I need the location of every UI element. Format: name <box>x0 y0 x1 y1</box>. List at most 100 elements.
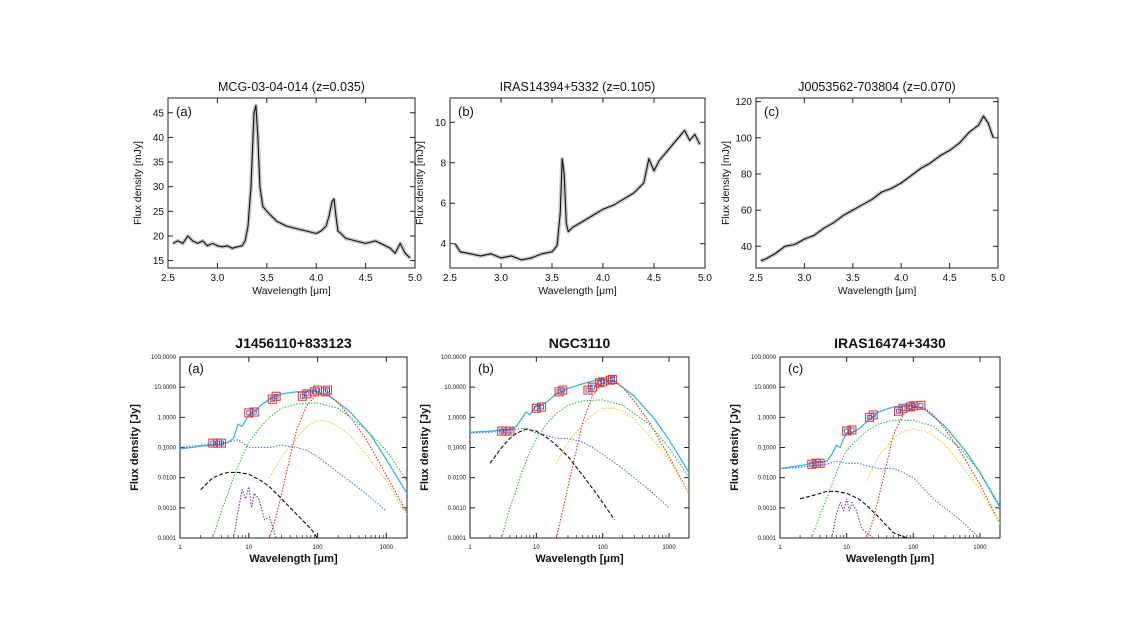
model-photometry-point <box>539 404 544 410</box>
x-axis-label: Wavelength [μm] <box>252 285 331 297</box>
y-tick-label: 0.0100 <box>158 476 177 482</box>
observed-photometry-point <box>847 425 857 435</box>
observed-photometry-point <box>271 391 281 401</box>
x-tick-label: 4.0 <box>309 273 323 284</box>
y-tick-label: 10.0000 <box>154 385 176 391</box>
observed-photometry-point <box>898 403 908 413</box>
x-tick-label: 10 <box>245 545 252 551</box>
x-tick-label: 4.5 <box>943 273 957 284</box>
observed-photometry-point <box>607 374 617 384</box>
model-photometry-point <box>219 440 224 446</box>
x-axis-label: Wavelength [μm] <box>538 285 617 297</box>
panel-label: (b) <box>458 104 474 119</box>
x-tick-label: 3.0 <box>797 273 811 284</box>
model-photometry-point <box>325 387 330 393</box>
sed-model-line <box>831 498 874 539</box>
observed-photometry-point <box>868 410 878 420</box>
panel-label: (a) <box>176 104 192 119</box>
observed-photometry-point <box>905 402 915 412</box>
observed-photometry-point <box>815 458 825 468</box>
y-tick-label: 35 <box>153 158 165 169</box>
y-tick-label: 25 <box>153 207 165 218</box>
y-tick-label: 0.0010 <box>158 506 177 512</box>
y-tick-label: 1.0000 <box>448 415 467 421</box>
y-tick-label: 20 <box>153 231 165 242</box>
panel-label: (c) <box>788 361 803 376</box>
x-tick-label: 2.5 <box>443 273 457 284</box>
x-tick-label: 4.5 <box>647 273 661 284</box>
y-tick-label: 0.0001 <box>758 536 777 542</box>
chart-title: IRAS16474+3430 <box>834 335 946 351</box>
x-tick-label: 10 <box>533 545 540 551</box>
x-tick-label: 100 <box>598 545 609 551</box>
y-tick-label: 80 <box>741 169 753 180</box>
y-tick-label: 0.0001 <box>158 536 177 542</box>
model-photometry-point <box>844 428 850 434</box>
panel-label: (a) <box>188 361 204 376</box>
y-tick-label: 0.1000 <box>448 446 467 452</box>
y-tick-label: 100.0000 <box>751 355 777 361</box>
x-axis-label: Wavelength [μm] <box>535 553 624 565</box>
model-photometry-point <box>600 379 606 385</box>
x-tick-label: 1000 <box>973 545 987 551</box>
model-photometry-point <box>304 391 310 397</box>
y-axis-label: Flux density [Jy] <box>419 404 431 491</box>
y-tick-label: 60 <box>741 206 753 217</box>
x-tick-label: 2.5 <box>749 273 763 284</box>
y-tick-label: 40 <box>153 133 165 144</box>
model-photometry-point <box>210 440 216 446</box>
sed-model-line <box>179 439 387 512</box>
y-tick-label: 100 <box>735 133 752 144</box>
observed-photometry-point <box>537 402 547 412</box>
x-tick-label: 100 <box>313 545 324 551</box>
y-tick-label: 10.0000 <box>754 385 776 391</box>
series-line <box>760 115 994 262</box>
model-photometry-point <box>507 428 513 434</box>
y-tick-label: 45 <box>153 108 165 119</box>
x-tick-label: 10 <box>843 545 850 551</box>
y-tick-label: 100.0000 <box>441 355 467 361</box>
observed-photometry-point <box>505 426 515 436</box>
observed-photometry-point <box>216 438 226 448</box>
observed-photometry-point <box>323 385 333 395</box>
y-tick-label: 1.0000 <box>158 415 177 421</box>
plot-frame <box>755 97 999 269</box>
model-photometry-point <box>907 404 913 410</box>
model-photometry-point <box>900 405 906 411</box>
x-axis-label: Wavelength [μm] <box>846 553 935 565</box>
x-tick-label: 3.0 <box>210 273 224 284</box>
y-tick-label: 0.1000 <box>158 446 177 452</box>
x-tick-label: 1000 <box>380 545 394 551</box>
x-tick-label: 3.5 <box>846 273 860 284</box>
model-photometry-point <box>533 405 539 411</box>
x-axis-label: Wavelength [μm] <box>249 553 338 565</box>
panel-label: (c) <box>764 104 779 119</box>
y-tick-label: 10 <box>435 118 447 129</box>
y-tick-label: 4 <box>440 239 446 250</box>
model-photometry-point <box>609 377 615 382</box>
sed-model-line <box>269 419 408 515</box>
y-tick-label: 1.0000 <box>758 415 777 421</box>
x-tick-label: 5.0 <box>991 273 1005 284</box>
sed-model-line <box>179 390 408 494</box>
observed-photometry-point <box>249 407 259 417</box>
chart-title: J1456110+833123 <box>235 335 352 351</box>
x-tick-label: 1 <box>468 545 472 551</box>
y-tick-label: 0.0010 <box>758 506 777 512</box>
y-tick-label: 6 <box>440 199 446 210</box>
sed-model-line <box>799 490 914 539</box>
x-tick-label: 3.5 <box>545 273 559 284</box>
y-axis-label: Flux density [mJy] <box>132 141 144 225</box>
series-line <box>172 104 411 259</box>
x-tick-label: 1 <box>178 545 182 551</box>
x-tick-label: 3.0 <box>494 273 508 284</box>
model-photometry-point <box>590 384 595 390</box>
model-photometry-point <box>560 387 566 393</box>
observed-photometry-point <box>244 408 254 418</box>
y-axis-label: Flux density [Jy] <box>129 404 141 491</box>
y-axis-label: Flux density [mJy] <box>414 141 426 225</box>
model-photometry-point <box>273 393 279 399</box>
observed-photometry-point <box>208 438 218 448</box>
y-tick-label: 0.0001 <box>448 536 467 542</box>
observed-photometry-point <box>558 385 568 395</box>
